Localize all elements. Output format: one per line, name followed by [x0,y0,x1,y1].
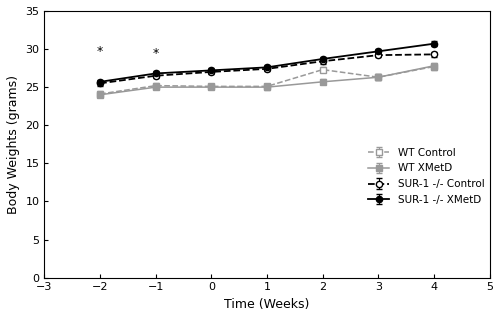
Text: *: * [152,47,159,60]
Text: *: * [97,45,103,58]
Legend: WT Control, WT XMetD, SUR-1 -/- Control, SUR-1 -/- XMetD: WT Control, WT XMetD, SUR-1 -/- Control,… [368,148,484,205]
X-axis label: Time (Weeks): Time (Weeks) [224,298,310,311]
Y-axis label: Body Weights (grams): Body Weights (grams) [7,75,20,214]
